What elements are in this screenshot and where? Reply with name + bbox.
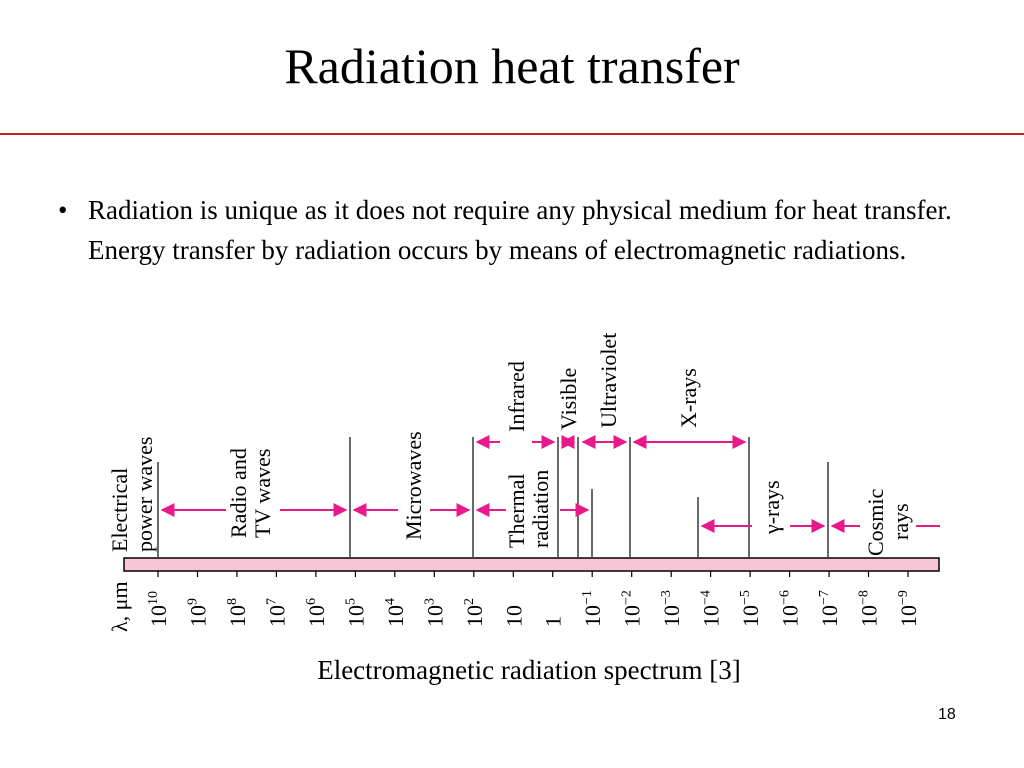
radio-label-2: TV waves (250, 449, 275, 538)
infrared-label: Infrared (504, 361, 529, 432)
cosmic-label-1: Cosmic (863, 489, 888, 556)
cosmic-label-2: rays (888, 503, 913, 540)
wavelength-axis-label: λ, μm (107, 581, 132, 632)
thermal-label-1: Thermal (504, 473, 529, 548)
slide-title: Radiation heat transfer (284, 38, 740, 94)
band-boundary-lines (157, 437, 829, 558)
tick-label: 10−5 (738, 590, 763, 627)
tick-label: 10−9 (896, 590, 921, 627)
em-spectrum-diagram: Electrical power waves Radio and TV wave… (107, 333, 940, 632)
tick-label: 105 (343, 598, 368, 627)
title-divider (0, 133, 1024, 135)
microwaves-label: Microwaves (401, 431, 426, 540)
tick-label: 103 (422, 598, 447, 627)
tick-label: 10−4 (699, 590, 724, 627)
tick-label: 104 (383, 598, 408, 627)
spectrum-bar (123, 557, 940, 572)
tick-label: 1010 (146, 591, 171, 627)
bullet-symbol: • (58, 195, 68, 225)
band-arrows (160, 435, 940, 533)
tick-label: 106 (304, 598, 329, 627)
electrical-label-1: Electrical (107, 468, 132, 552)
tick-label: 10−1 (580, 590, 605, 627)
tick-label: 10−3 (659, 590, 684, 627)
tick-label: 1 (541, 616, 566, 627)
ultraviolet-label: Ultraviolet (596, 333, 621, 428)
visible-label: Visible (556, 368, 581, 430)
tick-label: 10−8 (857, 590, 882, 627)
page-number: 18 (938, 706, 956, 723)
bullet-text: Radiation is unique as it does not requi… (88, 195, 952, 265)
x-rays-label: X-rays (676, 368, 701, 428)
tick-label: 10−7 (817, 590, 842, 627)
tick-label: 108 (225, 598, 250, 627)
tick-label: 107 (264, 598, 289, 627)
tick-label: 109 (186, 598, 211, 627)
radio-label-1: Radio and (226, 448, 251, 538)
figure-caption: Electromagnetic radiation spectrum [3] (317, 655, 741, 685)
electrical-label-2: power waves (132, 437, 157, 552)
tick-label: 102 (462, 598, 487, 627)
tick-label: 10−2 (620, 590, 645, 627)
gamma-rays-label: γ-rays (759, 480, 784, 535)
tick-label: 10−6 (778, 590, 803, 627)
thermal-label-2: radiation (528, 470, 553, 548)
tick-label: 10 (501, 605, 526, 627)
